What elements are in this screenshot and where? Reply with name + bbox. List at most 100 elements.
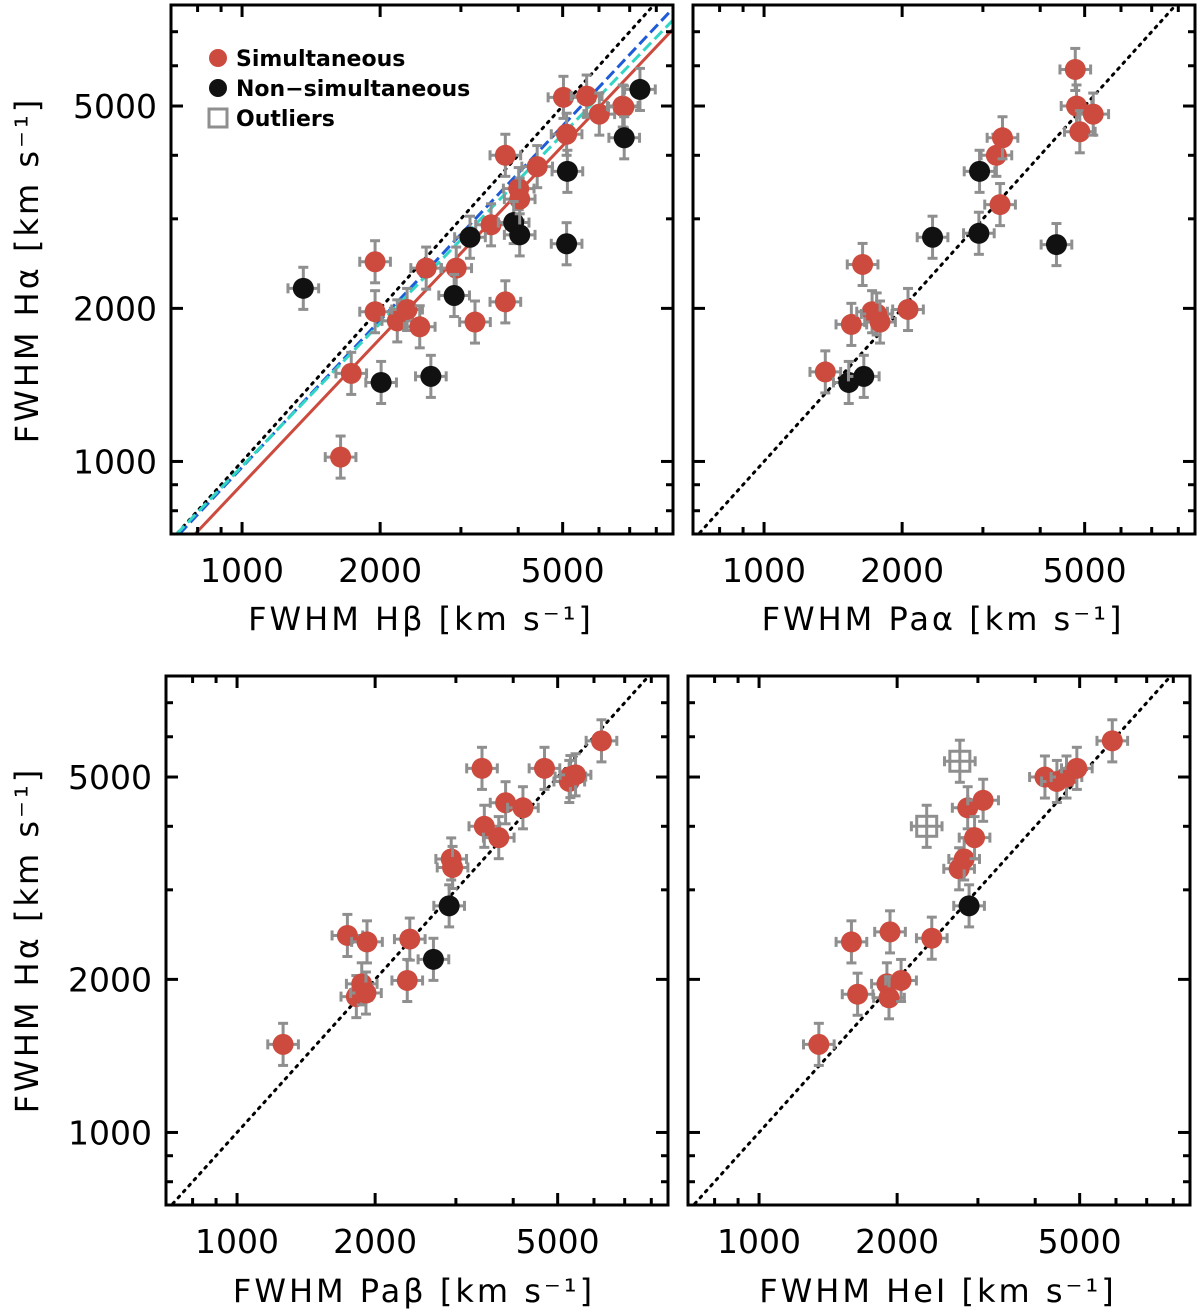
marker-simultaneous <box>556 123 578 145</box>
data-point-simultaneous <box>966 777 1000 823</box>
one-to-one-line <box>696 5 1178 534</box>
marker-simultaneous <box>356 931 378 953</box>
x-tick-label: 2000 <box>855 1222 939 1261</box>
data-point-simultaneous <box>527 745 562 791</box>
y-tick-label: 2000 <box>68 960 152 999</box>
marker-non-simultaneous <box>1045 234 1067 256</box>
data-point-simultaneous <box>957 815 992 861</box>
marker-simultaneous <box>330 446 352 468</box>
marker-simultaneous <box>588 103 610 125</box>
data-point-simultaneous <box>873 909 907 955</box>
data-point-outlier <box>909 803 944 849</box>
panel-1-ylabel: FWHM Hα [km s⁻¹] <box>8 97 46 443</box>
panel-3-ylabel: FWHM Hα [km s⁻¹] <box>8 767 46 1113</box>
x-tick-label: 1000 <box>200 551 284 590</box>
panel-3-frame <box>164 674 670 1207</box>
x-tick-label: 5000 <box>516 1222 600 1261</box>
panel-1-xlabel: FWHM Hβ [km s⁻¹] <box>248 600 594 638</box>
marker-non-simultaneous <box>853 365 875 387</box>
x-tick-label: 1000 <box>195 1222 279 1261</box>
data-point-simultaneous <box>863 299 897 345</box>
marker-non-simultaneous <box>968 222 990 244</box>
marker-simultaneous <box>473 815 495 837</box>
marker-simultaneous <box>840 931 862 953</box>
marker-simultaneous <box>464 311 486 333</box>
marker-simultaneous <box>494 144 516 166</box>
data-point-simultaneous <box>834 301 869 347</box>
marker-simultaneous <box>590 730 612 752</box>
data-point-simultaneous <box>834 919 869 965</box>
marker-simultaneous <box>340 362 362 384</box>
y-tick-label: 1000 <box>68 1113 152 1152</box>
data-point-simultaneous <box>506 785 540 831</box>
panel-4-ticks <box>688 676 1190 1205</box>
data-point-simultaneous <box>458 299 492 345</box>
data-point-simultaneous <box>802 1021 836 1067</box>
data-point-simultaneous <box>549 111 584 157</box>
data-point-simultaneous <box>349 970 383 1016</box>
marker-simultaneous <box>526 156 548 178</box>
data-point-simultaneous <box>584 718 619 764</box>
marker-simultaneous <box>1066 757 1088 779</box>
panel-3-ticks <box>166 676 668 1205</box>
data-point-non-simultaneous <box>1039 222 1074 268</box>
data-point-non-simultaneous <box>453 214 487 260</box>
data-point-simultaneous <box>358 289 392 335</box>
data-point-simultaneous <box>1076 91 1111 137</box>
data-point-simultaneous <box>481 815 516 861</box>
data-point-non-simultaneous <box>962 148 997 194</box>
marker-simultaneous <box>488 827 510 849</box>
marker-open-square <box>915 814 939 838</box>
data-point-simultaneous <box>840 971 875 1017</box>
data-point-non-simultaneous <box>432 883 466 929</box>
marker-simultaneous <box>878 987 900 1009</box>
data-point-simultaneous <box>985 115 1020 161</box>
marker-non-simultaneous <box>556 160 578 182</box>
panel-1: 1000 2000 5000 1000 2000 5000 <box>73 3 675 590</box>
marker-simultaneous <box>890 969 912 991</box>
data-point-non-simultaneous <box>286 265 321 311</box>
data-point-non-simultaneous <box>549 221 584 267</box>
legend-marker-outliers <box>207 107 229 129</box>
marker-simultaneous <box>512 797 534 819</box>
marker-non-simultaneous <box>509 224 531 246</box>
panel-1-frame <box>169 3 675 536</box>
data-point-simultaneous <box>488 279 523 325</box>
panel-3-plot-area <box>169 676 651 1205</box>
data-point-non-simultaneous <box>846 353 881 399</box>
data-point-simultaneous <box>1062 109 1097 155</box>
marker-non-simultaneous <box>459 226 481 248</box>
data-point-non-simultaneous <box>623 66 657 112</box>
x-tick-label: 5000 <box>521 551 605 590</box>
data-point-simultaneous <box>983 182 1017 228</box>
marker-simultaneous <box>814 361 836 383</box>
marker-non-simultaneous <box>958 895 980 917</box>
marker-simultaneous <box>480 214 502 236</box>
marker-non-simultaneous <box>922 226 944 248</box>
marker-simultaneous <box>471 757 493 779</box>
data-point-simultaneous <box>845 241 880 288</box>
panel-4-frame <box>686 674 1192 1207</box>
marker-simultaneous <box>364 301 386 323</box>
data-point-non-simultaneous <box>437 272 471 319</box>
legend-label-simultaneous: Simultaneous <box>236 47 405 72</box>
marker-simultaneous <box>396 298 418 320</box>
marker-simultaneous <box>991 127 1013 149</box>
marker-simultaneous <box>852 253 874 275</box>
y-tick-label: 5000 <box>73 87 157 126</box>
x-tick-label: 1000 <box>722 551 806 590</box>
x-tick-label: 5000 <box>1038 1222 1122 1261</box>
data-point-non-simultaneous <box>915 214 950 260</box>
x-tick-label: 1000 <box>717 1222 801 1261</box>
marker-simultaneous <box>552 86 574 108</box>
data-point-non-simultaneous <box>952 883 986 929</box>
legend-marker-simultaneous <box>209 49 227 67</box>
data-point-simultaneous <box>323 434 358 480</box>
data-point-simultaneous <box>884 957 918 1004</box>
data-point-simultaneous <box>520 144 555 190</box>
marker-simultaneous <box>897 298 919 320</box>
panel-2-ticks <box>693 5 1195 534</box>
panel-3: 1000 2000 5000 1000 2000 5000 <box>68 674 670 1261</box>
marker-simultaneous <box>847 983 869 1005</box>
